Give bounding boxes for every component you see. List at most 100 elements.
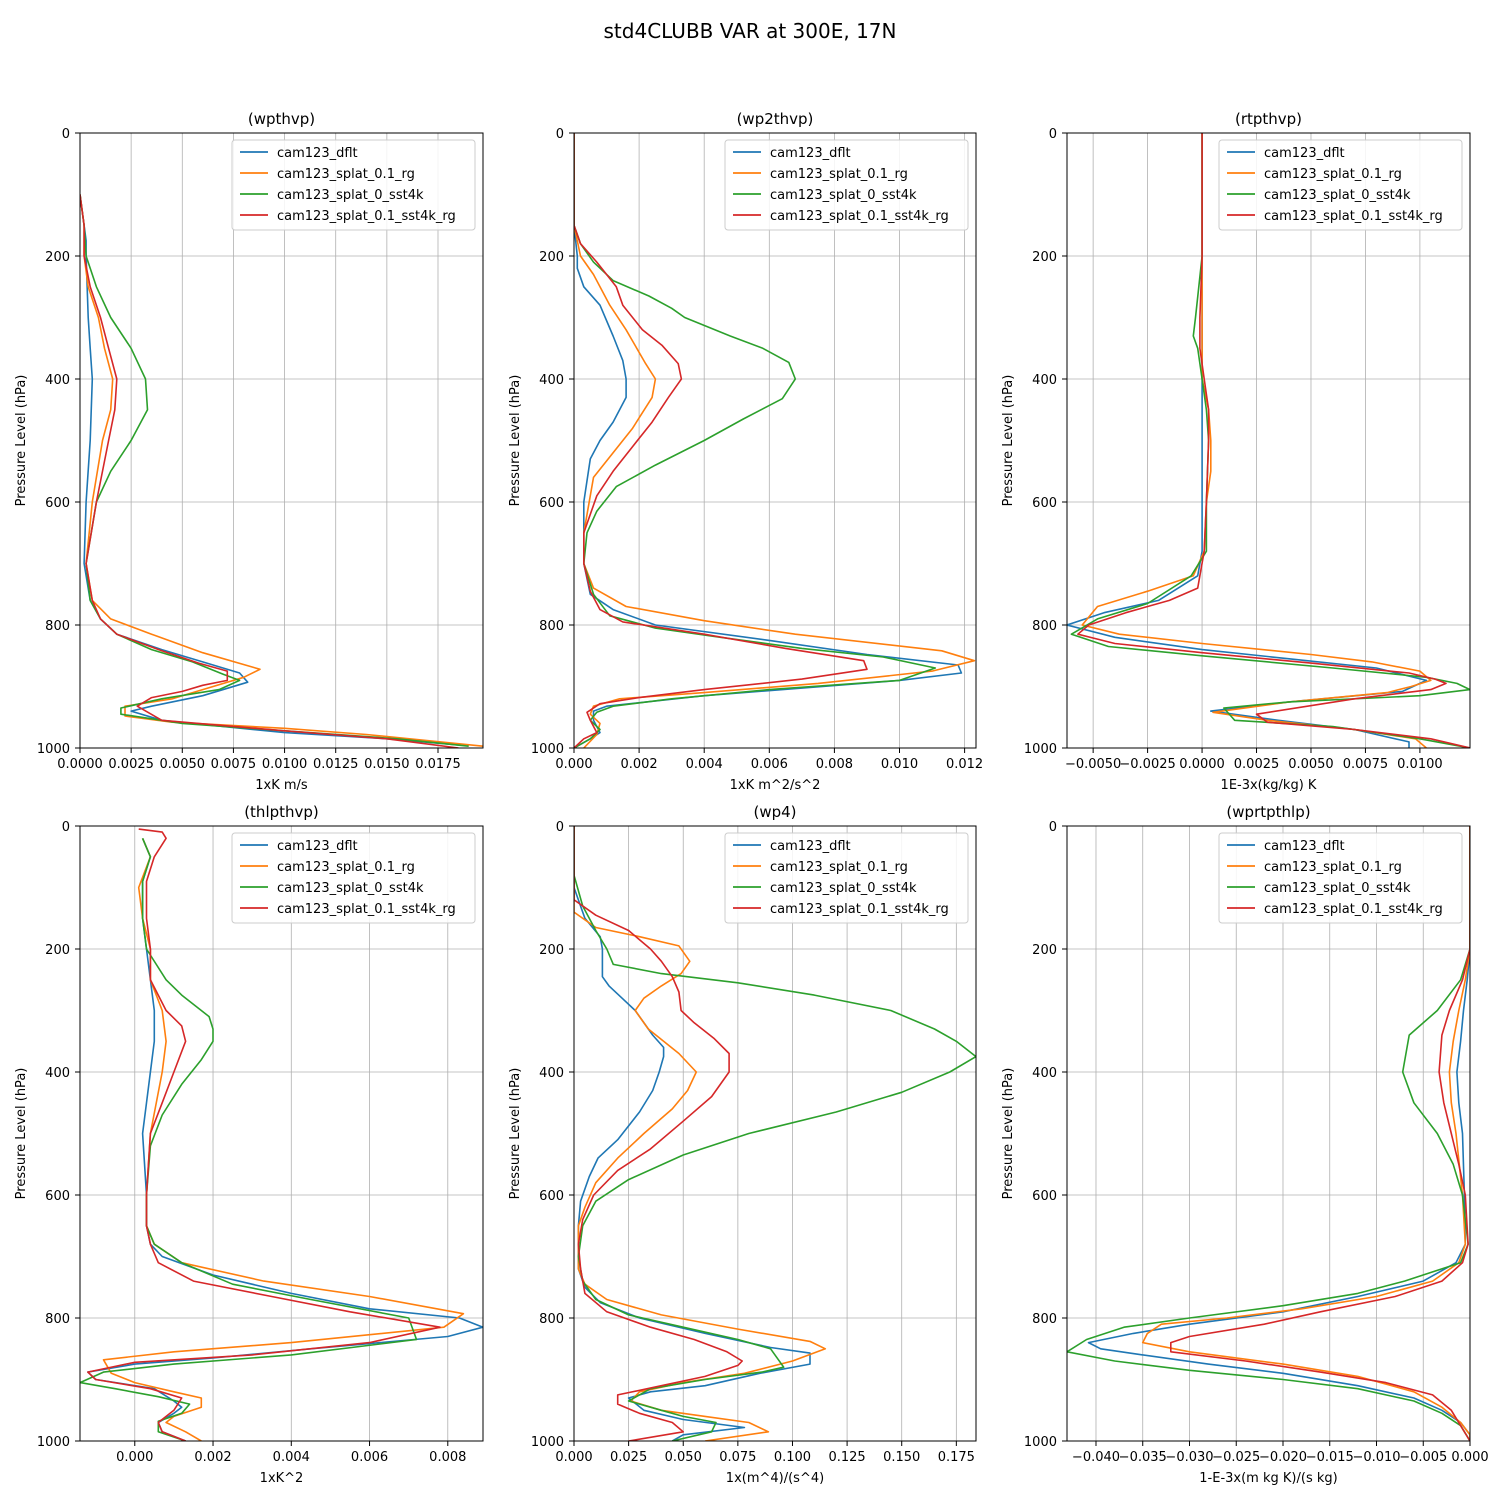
legend-entry: cam123_splat_0.1_rg	[1264, 167, 1402, 182]
x-tick-label: 0.0000	[1179, 757, 1225, 772]
series-line-cam123_splat_0.1_rg	[1141, 826, 1470, 1441]
x-tick-label: 0.100	[774, 1450, 811, 1465]
x-tick-label: 0.025	[610, 1450, 647, 1465]
y-axis-label: Pressure Level (hPa)	[508, 1068, 523, 1200]
series-line-cam123_dflt	[87, 837, 483, 1441]
y-tick-label: 1000	[37, 742, 70, 757]
x-tick-label: 0.0075	[1343, 757, 1389, 772]
legend-entry: cam123_splat_0.1_sst4k_rg	[277, 209, 456, 224]
legend-entry: cam123_splat_0_sst4k	[277, 188, 424, 203]
y-tick-label: 200	[539, 250, 564, 265]
x-tick-label: 0.000	[555, 757, 592, 772]
series-group	[1067, 133, 1470, 748]
legend: cam123_dflt cam123_splat_0.1_rg cam123_spl…	[231, 139, 476, 231]
series-line-cam123_dflt	[574, 826, 811, 1441]
legend-entry: cam123_splat_0.1_sst4k_rg	[770, 902, 949, 917]
panel-3: −0.0050−0.0025 0.0000 0.0025 0.0050 0.0075 0.…	[1001, 110, 1471, 793]
x-tick-label: −0.010	[1352, 1450, 1400, 1465]
legend: cam123_dflt cam123_splat_0.1_rg cam123_spl…	[724, 139, 969, 231]
panel-title: (wp4)	[753, 803, 796, 821]
x-tick-label: 0.175	[938, 1450, 975, 1465]
series-line-cam123_splat_0_sst4k	[574, 133, 937, 748]
legend-entry: cam123_splat_0.1_sst4k_rg	[1264, 209, 1443, 224]
axes-frame	[79, 825, 484, 1442]
series-line-cam123_splat_0_sst4k	[1070, 133, 1470, 748]
y-tick-label: 1000	[1024, 1435, 1057, 1450]
panel-4: 0.000 0.002 0.004 0.006 0.008 0 200 400 600 800 10…	[14, 803, 484, 1486]
panel-5: 0.000 0.025 0.050 0.075 0.100 0.125 0.150 0.175…	[508, 803, 977, 1486]
series-line-cam123_splat_0_sst4k	[80, 837, 418, 1441]
series-line-cam123_splat_0.1_sst4k_rg	[80, 194, 459, 748]
legend-entry: cam123_splat_0_sst4k	[770, 188, 917, 203]
y-tick-label: 800	[539, 619, 564, 634]
legend-entry: cam123_splat_0_sst4k	[1264, 881, 1411, 896]
x-tick-label: 0.0050	[160, 757, 206, 772]
x-tick-label: 0.0000	[57, 757, 103, 772]
y-tick-label: 200	[539, 943, 564, 958]
legend-entry: cam123_dflt	[277, 146, 358, 161]
y-axis-label: Pressure Level (hPa)	[14, 1068, 29, 1200]
legend-box	[724, 832, 969, 924]
series-line-cam123_dflt	[1067, 133, 1428, 748]
y-tick-label: 400	[1032, 373, 1057, 388]
series-group	[80, 194, 483, 748]
y-tick-label: 600	[45, 1189, 70, 1204]
y-tick-label: 1000	[531, 1435, 564, 1450]
y-tick-label: 0	[62, 127, 70, 142]
x-axis-label: 1xK m^2/s^2	[730, 778, 821, 793]
legend-entry: cam123_dflt	[1264, 839, 1345, 854]
y-tick-label: 400	[45, 373, 70, 388]
x-tick-label: 0.000	[555, 1450, 592, 1465]
axes-frame	[79, 132, 484, 749]
legend-entry: cam123_splat_0.1_rg	[770, 167, 908, 182]
y-tick-label: 800	[45, 619, 70, 634]
series-group	[1067, 826, 1470, 1441]
series-line-cam123_splat_0.1_rg	[574, 826, 827, 1441]
y-axis-label: Pressure Level (hPa)	[1001, 375, 1016, 507]
x-tick-label: 0.150	[883, 1450, 920, 1465]
y-tick-label: 1000	[1024, 742, 1057, 757]
y-tick-label: 1000	[37, 1435, 70, 1450]
y-axis-label: Pressure Level (hPa)	[1001, 1068, 1016, 1200]
x-tick-label: 0.002	[620, 757, 657, 772]
x-axis-label: 1-E-3x(m kg K)/(s kg)	[1199, 1471, 1337, 1486]
panel-2: 0.000 0.002 0.004 0.006 0.008 0.010 0.012 0 200 4…	[508, 110, 983, 793]
figure-title: std4CLUBB VAR at 300E, 17N	[604, 19, 897, 43]
legend-entry: cam123_dflt	[1264, 146, 1345, 161]
y-tick-label: 800	[45, 1312, 70, 1327]
x-axis-label: 1xK m/s	[255, 778, 308, 793]
panel-title: (rtpthvp)	[1235, 110, 1302, 128]
legend: cam123_dflt cam123_splat_0.1_rg cam123_spl…	[231, 832, 476, 924]
x-tick-label: −0.035	[1119, 1450, 1167, 1465]
panel-title: (thlpthvp)	[244, 803, 319, 821]
y-tick-label: 800	[539, 1312, 564, 1327]
legend-entry: cam123_splat_0.1_rg	[277, 167, 415, 182]
x-tick-label: 0.0025	[108, 757, 154, 772]
panel-6: −0.040−0.035−0.030−0.025−0.020−0.015−0.0…	[1001, 803, 1489, 1486]
legend-entry: cam123_dflt	[770, 146, 851, 161]
series-line-cam123_splat_0.1_sst4k_rg	[1170, 826, 1470, 1441]
x-tick-label: 0.050	[665, 1450, 702, 1465]
x-tick-label: −0.0050	[1065, 757, 1121, 772]
legend-box	[1218, 832, 1463, 924]
x-tick-label: −0.020	[1259, 1450, 1307, 1465]
x-tick-label: 0.008	[816, 757, 853, 772]
x-axis-label: 1x(m^4)/(s^4)	[726, 1471, 824, 1486]
x-tick-label: −0.005	[1399, 1450, 1447, 1465]
panel-title: (wprtpthlp)	[1226, 803, 1310, 821]
series-line-cam123_dflt	[1087, 826, 1470, 1441]
y-tick-label: 0	[1049, 127, 1057, 142]
y-tick-label: 800	[1032, 1312, 1057, 1327]
legend: cam123_dflt cam123_splat_0.1_rg cam123_spl…	[1218, 832, 1463, 924]
x-tick-label: 0.000	[116, 1450, 153, 1465]
series-line-cam123_splat_0.1_sst4k_rg	[574, 826, 743, 1441]
series-line-cam123_splat_0.1_rg	[80, 194, 483, 747]
x-axis-label: 1xK^2	[260, 1471, 304, 1486]
x-tick-label: −0.030	[1165, 1450, 1213, 1465]
x-tick-label: 0.000	[1451, 1450, 1488, 1465]
y-tick-label: 200	[1032, 250, 1057, 265]
x-tick-label: 0.002	[194, 1450, 231, 1465]
legend-box	[1218, 139, 1463, 231]
y-tick-label: 1000	[531, 742, 564, 757]
